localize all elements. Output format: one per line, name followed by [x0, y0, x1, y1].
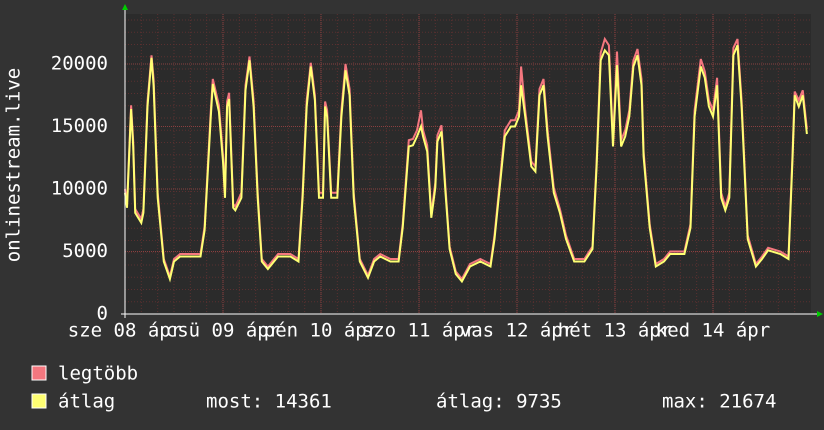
x-tick-label: ked 14 ápr — [656, 320, 770, 342]
series-line — [124, 44, 808, 284]
legend-swatch — [31, 365, 47, 381]
y-axis-title: onlinestream.live — [3, 68, 25, 262]
legend-stat: most: 14361 — [206, 391, 332, 413]
x-tick-label: szo 11 ápr — [362, 320, 476, 342]
y-tick-label: 0 — [97, 303, 108, 325]
legend-stat: átlag: 9735 — [436, 391, 562, 413]
x-tick-label: sze 08 ápr — [68, 320, 182, 342]
x-tick-label: csü 09 ápr — [166, 320, 280, 342]
y-tick-label: 20000 — [51, 53, 108, 75]
x-tick-label: pén 10 ápr — [264, 320, 378, 342]
legend-swatch — [31, 393, 47, 409]
y-tick-label: 5000 — [62, 240, 108, 262]
legend-label: legtöbb — [58, 363, 138, 385]
y-tick-label: 10000 — [51, 178, 108, 200]
x-tick-label: vas 12 ápr — [460, 320, 574, 342]
x-tick-label: hét 13 ápr — [558, 320, 672, 342]
legend-stat: max: 21674 — [662, 391, 776, 413]
axis-arrow — [122, 4, 128, 10]
y-tick-label: 15000 — [51, 115, 108, 137]
legend-label: átlag — [58, 391, 115, 413]
axis-arrow — [817, 311, 823, 317]
